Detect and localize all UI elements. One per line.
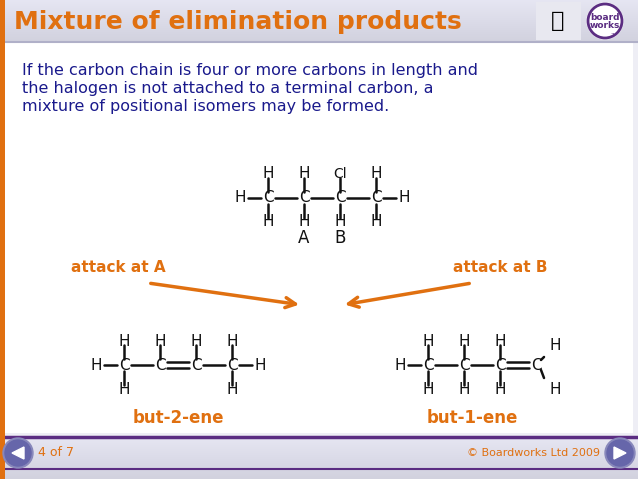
Text: H: H xyxy=(334,215,346,229)
Text: If the carbon chain is four or more carbons in length and: If the carbon chain is four or more carb… xyxy=(22,63,478,78)
Text: C: C xyxy=(191,357,202,373)
Polygon shape xyxy=(12,447,24,459)
Text: H: H xyxy=(262,215,274,229)
Text: H: H xyxy=(458,333,470,349)
Text: A: A xyxy=(299,229,309,247)
Text: B: B xyxy=(334,229,346,247)
Text: H: H xyxy=(90,357,101,373)
Text: C: C xyxy=(263,191,273,205)
Text: C: C xyxy=(154,357,165,373)
Text: H: H xyxy=(494,381,506,397)
Text: board: board xyxy=(590,12,619,22)
Text: H: H xyxy=(549,381,561,397)
Text: H: H xyxy=(118,333,130,349)
Text: H: H xyxy=(154,333,166,349)
Text: H: H xyxy=(398,191,410,205)
Text: H: H xyxy=(298,215,310,229)
Circle shape xyxy=(587,3,623,39)
Text: C: C xyxy=(119,357,130,373)
Text: the halogen is not attached to a terminal carbon, a: the halogen is not attached to a termina… xyxy=(22,81,433,96)
Circle shape xyxy=(605,438,635,468)
Text: 📋: 📋 xyxy=(551,11,565,31)
Text: H: H xyxy=(226,333,238,349)
Text: H: H xyxy=(422,333,434,349)
Text: Cl: Cl xyxy=(333,167,347,181)
Text: C: C xyxy=(423,357,433,373)
Text: H: H xyxy=(234,191,246,205)
Text: attack at B: attack at B xyxy=(453,261,547,275)
Text: but-1-ene: but-1-ene xyxy=(426,409,517,427)
Text: H: H xyxy=(370,167,382,182)
Text: H: H xyxy=(458,381,470,397)
Text: C: C xyxy=(371,191,382,205)
Text: C: C xyxy=(226,357,237,373)
Circle shape xyxy=(3,438,33,468)
Text: but-2-ene: but-2-ene xyxy=(132,409,224,427)
Text: H: H xyxy=(370,215,382,229)
Text: C: C xyxy=(459,357,470,373)
Text: C: C xyxy=(531,357,541,373)
Text: H: H xyxy=(255,357,266,373)
Text: C: C xyxy=(335,191,345,205)
Text: H: H xyxy=(298,167,310,182)
Text: mixture of positional isomers may be formed.: mixture of positional isomers may be for… xyxy=(22,99,389,114)
Text: 4 of 7: 4 of 7 xyxy=(38,446,74,459)
Text: C: C xyxy=(494,357,505,373)
Text: H: H xyxy=(226,381,238,397)
FancyBboxPatch shape xyxy=(536,2,581,40)
FancyBboxPatch shape xyxy=(5,43,633,433)
FancyBboxPatch shape xyxy=(0,0,5,479)
Text: C: C xyxy=(299,191,309,205)
Text: H: H xyxy=(118,381,130,397)
Text: H: H xyxy=(190,333,202,349)
Text: works: works xyxy=(590,21,620,30)
Text: H: H xyxy=(494,333,506,349)
Text: H: H xyxy=(422,381,434,397)
Polygon shape xyxy=(614,447,626,459)
Text: H: H xyxy=(394,357,406,373)
Text: © Boardworks Ltd 2009: © Boardworks Ltd 2009 xyxy=(467,448,600,458)
Text: H: H xyxy=(549,339,561,354)
Text: H: H xyxy=(262,167,274,182)
Text: Mixture of elimination products: Mixture of elimination products xyxy=(14,10,462,34)
Circle shape xyxy=(607,440,633,466)
Circle shape xyxy=(5,440,31,466)
Text: ...: ... xyxy=(611,29,618,35)
Text: attack at A: attack at A xyxy=(71,261,165,275)
